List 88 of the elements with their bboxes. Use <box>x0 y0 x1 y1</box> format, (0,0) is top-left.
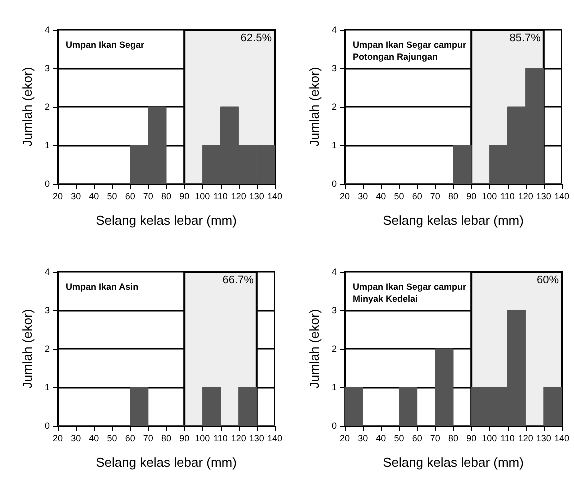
x-tick-label: 60 <box>125 192 136 202</box>
x-tick-label: 40 <box>89 192 100 202</box>
x-tick-label: 130 <box>536 192 552 202</box>
x-tick-label: 100 <box>482 192 498 202</box>
x-tick-label: 40 <box>89 434 100 444</box>
y-tick-label: 0 <box>332 179 337 189</box>
y-axis-title: Jumlah (ekor) <box>20 67 36 147</box>
y-axis-title: Jumlah (ekor) <box>20 309 36 389</box>
x-tick-label: 120 <box>231 434 246 444</box>
x-tick-label: 120 <box>231 192 246 202</box>
x-tick-label: 110 <box>500 192 515 202</box>
y-tick-label: 0 <box>44 179 50 189</box>
y-tick-label: 1 <box>332 140 337 150</box>
y-tick-label: 3 <box>44 64 50 74</box>
y-tick-label: 2 <box>332 102 337 112</box>
y-tick-label: 0 <box>332 421 337 431</box>
x-tick-label: 90 <box>466 434 477 444</box>
text: Umpan Ikan Segar campur Minyak Kedelai <box>353 282 468 304</box>
x-axis-title: Selang kelas lebar (mm) <box>96 213 237 228</box>
x-tick-label: 30 <box>358 434 368 444</box>
x-tick-label: 140 <box>267 434 283 444</box>
x-tick-label: 60 <box>412 434 422 444</box>
x-tick-label: 20 <box>340 192 350 202</box>
x-tick-label: 140 <box>554 434 570 444</box>
x-tick-label: 30 <box>71 192 82 202</box>
x-tick-label: 70 <box>430 434 440 444</box>
x-tick-label: 80 <box>161 192 172 202</box>
y-tick-label: 4 <box>332 25 337 35</box>
x-tick-label: 40 <box>376 192 386 202</box>
y-tick-label: 4 <box>332 267 337 277</box>
band-label: 62.5% <box>240 32 272 44</box>
x-tick-label: 80 <box>448 434 459 444</box>
x-tick-label: 20 <box>340 434 350 444</box>
x-axis-title: Selang kelas lebar (mm) <box>96 455 237 470</box>
x-tick-label: 80 <box>448 192 459 202</box>
x-tick-label: 130 <box>249 434 264 444</box>
x-tick-label: 120 <box>518 434 534 444</box>
y-tick-label: 2 <box>44 102 50 112</box>
x-tick-label: 110 <box>214 192 228 202</box>
y-tick-label: 1 <box>44 382 50 392</box>
text: Umpan Ikan Asin <box>66 282 139 292</box>
x-tick-label: 50 <box>394 434 404 444</box>
x-tick-label: 50 <box>107 192 118 202</box>
x-tick-label: 40 <box>376 434 386 444</box>
band-label: 60% <box>536 274 560 286</box>
y-tick-label: 2 <box>332 344 337 354</box>
x-tick-label: 20 <box>52 434 64 444</box>
x-tick-label: 110 <box>500 434 515 444</box>
y-tick-label: 3 <box>44 306 50 316</box>
x-tick-label: 110 <box>214 434 228 444</box>
y-tick-label: 3 <box>332 306 337 316</box>
x-tick-label: 30 <box>71 434 82 444</box>
x-tick-label: 90 <box>180 434 190 444</box>
x-tick-label: 70 <box>143 434 154 444</box>
x-tick-label: 90 <box>466 192 477 202</box>
x-tick-label: 50 <box>394 192 404 202</box>
band-label: 66.7% <box>222 274 254 286</box>
x-tick-label: 100 <box>195 434 210 444</box>
x-axis-title: Selang kelas lebar (mm) <box>383 213 524 228</box>
y-tick-label: 0 <box>44 421 50 431</box>
x-tick-label: 60 <box>412 192 422 202</box>
text: Umpan Ikan Segar campur Potongan Rajungan <box>353 40 468 62</box>
x-tick-label: 140 <box>554 192 570 202</box>
x-tick-label: 140 <box>267 192 283 202</box>
band-label: 85.7% <box>510 32 542 44</box>
x-tick-label: 80 <box>161 434 172 444</box>
x-axis-title: Selang kelas lebar (mm) <box>383 455 524 470</box>
x-tick-label: 60 <box>125 434 136 444</box>
x-tick-label: 130 <box>536 434 552 444</box>
x-tick-label: 30 <box>358 192 368 202</box>
y-tick-label: 2 <box>44 344 50 354</box>
x-tick-label: 100 <box>195 192 210 202</box>
x-tick-label: 120 <box>518 192 534 202</box>
y-tick-label: 1 <box>44 140 50 150</box>
x-tick-label: 100 <box>482 434 498 444</box>
x-tick-label: 70 <box>143 192 154 202</box>
x-tick-label: 50 <box>107 434 118 444</box>
y-tick-label: 1 <box>332 382 337 392</box>
text: Umpan Ikan Segar <box>66 40 146 50</box>
x-tick-label: 90 <box>180 192 190 202</box>
x-tick-label: 130 <box>249 192 264 202</box>
y-tick-label: 4 <box>44 25 50 35</box>
y-axis-title: Jumlah (ekor) <box>307 309 322 389</box>
x-tick-label: 70 <box>430 192 440 202</box>
y-axis-title: Jumlah (ekor) <box>307 67 322 147</box>
x-tick-label: 20 <box>52 192 64 202</box>
y-tick-label: 3 <box>332 64 337 74</box>
y-tick-label: 4 <box>44 267 50 277</box>
